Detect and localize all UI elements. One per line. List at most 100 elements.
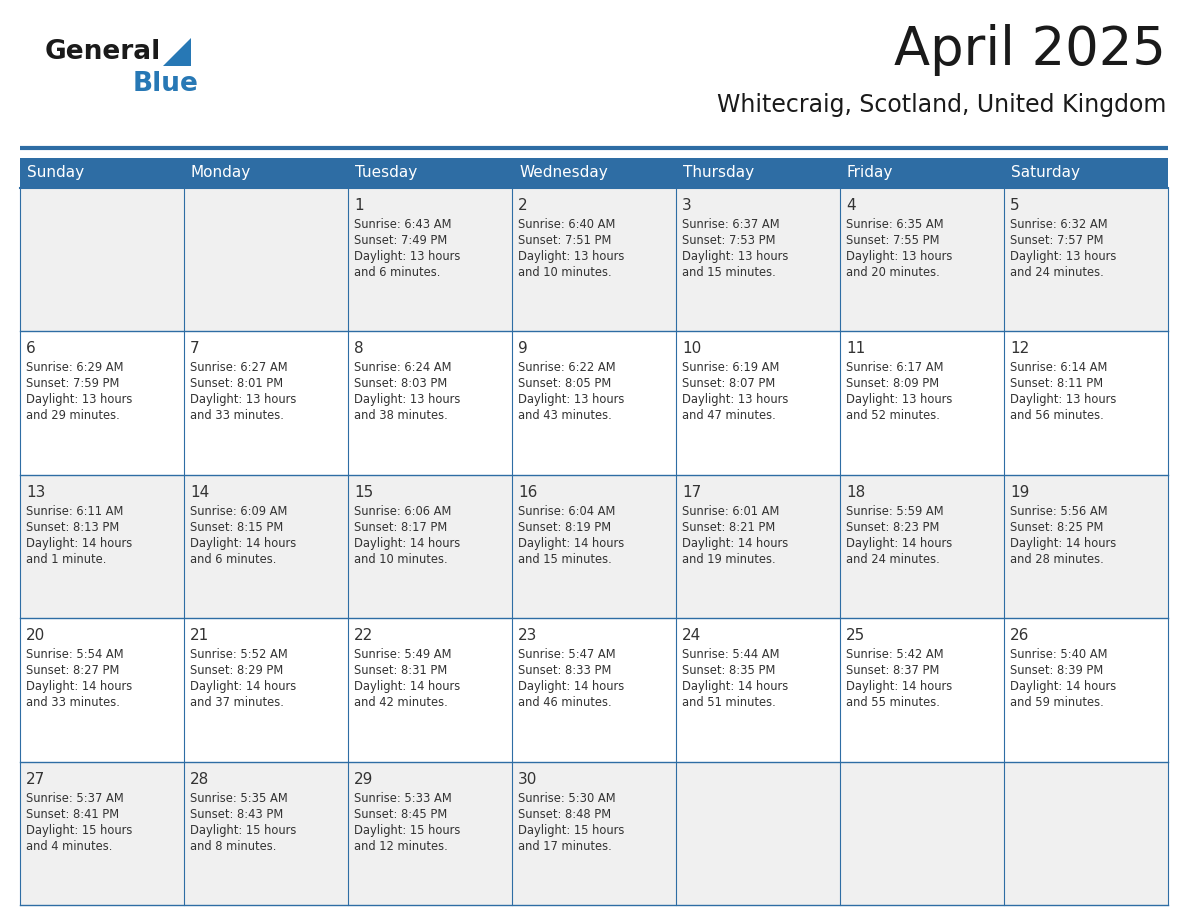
Text: Sunrise: 5:30 AM: Sunrise: 5:30 AM: [518, 791, 615, 804]
Text: Sunset: 8:43 PM: Sunset: 8:43 PM: [190, 808, 283, 821]
Text: 20: 20: [26, 628, 45, 644]
Text: 21: 21: [190, 628, 209, 644]
Text: Daylight: 14 hours: Daylight: 14 hours: [1010, 680, 1117, 693]
Text: Sunset: 8:23 PM: Sunset: 8:23 PM: [846, 521, 940, 533]
Text: Sunset: 8:21 PM: Sunset: 8:21 PM: [682, 521, 776, 533]
Text: Daylight: 14 hours: Daylight: 14 hours: [190, 680, 296, 693]
Text: 6: 6: [26, 341, 36, 356]
Text: Daylight: 14 hours: Daylight: 14 hours: [26, 680, 132, 693]
Text: Daylight: 13 hours: Daylight: 13 hours: [518, 394, 625, 407]
Text: Daylight: 13 hours: Daylight: 13 hours: [354, 394, 461, 407]
Text: Sunrise: 6:24 AM: Sunrise: 6:24 AM: [354, 362, 451, 375]
Text: Sunset: 8:35 PM: Sunset: 8:35 PM: [682, 665, 776, 677]
Text: Thursday: Thursday: [683, 165, 754, 181]
Text: Sunrise: 5:52 AM: Sunrise: 5:52 AM: [190, 648, 287, 661]
Text: Sunrise: 5:37 AM: Sunrise: 5:37 AM: [26, 791, 124, 804]
Text: Daylight: 13 hours: Daylight: 13 hours: [682, 394, 789, 407]
Text: Daylight: 15 hours: Daylight: 15 hours: [518, 823, 625, 836]
Text: Sunrise: 5:44 AM: Sunrise: 5:44 AM: [682, 648, 779, 661]
Text: Sunset: 8:27 PM: Sunset: 8:27 PM: [26, 665, 119, 677]
Text: 29: 29: [354, 772, 373, 787]
Text: Sunrise: 5:54 AM: Sunrise: 5:54 AM: [26, 648, 124, 661]
Text: Sunset: 8:11 PM: Sunset: 8:11 PM: [1010, 377, 1104, 390]
Text: and 59 minutes.: and 59 minutes.: [1010, 696, 1104, 710]
Text: Daylight: 13 hours: Daylight: 13 hours: [682, 250, 789, 263]
Text: Daylight: 14 hours: Daylight: 14 hours: [1010, 537, 1117, 550]
Text: and 33 minutes.: and 33 minutes.: [26, 696, 120, 710]
Text: and 12 minutes.: and 12 minutes.: [354, 840, 448, 853]
Text: Sunrise: 5:40 AM: Sunrise: 5:40 AM: [1010, 648, 1107, 661]
Text: Daylight: 14 hours: Daylight: 14 hours: [354, 680, 460, 693]
Text: 15: 15: [354, 485, 373, 499]
Text: 25: 25: [846, 628, 865, 644]
Bar: [20, 158, 1168, 188]
Bar: [20, 188, 1168, 331]
Text: Sunrise: 5:35 AM: Sunrise: 5:35 AM: [190, 791, 287, 804]
Text: Sunset: 8:15 PM: Sunset: 8:15 PM: [190, 521, 283, 533]
Text: Daylight: 14 hours: Daylight: 14 hours: [518, 537, 624, 550]
Text: Sunset: 7:55 PM: Sunset: 7:55 PM: [846, 234, 940, 247]
Text: and 42 minutes.: and 42 minutes.: [354, 696, 448, 710]
Text: Daylight: 13 hours: Daylight: 13 hours: [1010, 394, 1117, 407]
Text: 13: 13: [26, 485, 45, 499]
Text: and 17 minutes.: and 17 minutes.: [518, 840, 612, 853]
Text: 24: 24: [682, 628, 701, 644]
Text: Daylight: 14 hours: Daylight: 14 hours: [190, 537, 296, 550]
Text: Tuesday: Tuesday: [355, 165, 417, 181]
Text: Sunset: 8:31 PM: Sunset: 8:31 PM: [354, 665, 447, 677]
Bar: [20, 331, 1168, 475]
Text: Sunrise: 6:32 AM: Sunrise: 6:32 AM: [1010, 218, 1107, 231]
Text: Sunrise: 5:49 AM: Sunrise: 5:49 AM: [354, 648, 451, 661]
Text: Sunrise: 5:33 AM: Sunrise: 5:33 AM: [354, 791, 451, 804]
Text: 10: 10: [682, 341, 701, 356]
Text: 4: 4: [846, 198, 855, 213]
Text: Sunrise: 6:22 AM: Sunrise: 6:22 AM: [518, 362, 615, 375]
Text: Sunrise: 6:35 AM: Sunrise: 6:35 AM: [846, 218, 943, 231]
Text: and 29 minutes.: and 29 minutes.: [26, 409, 120, 422]
Text: Daylight: 13 hours: Daylight: 13 hours: [354, 250, 461, 263]
Text: Sunset: 8:48 PM: Sunset: 8:48 PM: [518, 808, 611, 821]
Text: 7: 7: [190, 341, 200, 356]
Text: Sunrise: 6:14 AM: Sunrise: 6:14 AM: [1010, 362, 1107, 375]
Text: Daylight: 13 hours: Daylight: 13 hours: [518, 250, 625, 263]
Text: General: General: [45, 39, 162, 65]
Text: Daylight: 14 hours: Daylight: 14 hours: [682, 537, 789, 550]
Text: and 15 minutes.: and 15 minutes.: [518, 553, 612, 565]
Text: and 38 minutes.: and 38 minutes.: [354, 409, 448, 422]
Text: Daylight: 14 hours: Daylight: 14 hours: [518, 680, 624, 693]
Text: Daylight: 14 hours: Daylight: 14 hours: [682, 680, 789, 693]
Text: Sunrise: 6:17 AM: Sunrise: 6:17 AM: [846, 362, 943, 375]
Text: and 20 minutes.: and 20 minutes.: [846, 266, 940, 279]
Text: and 6 minutes.: and 6 minutes.: [190, 553, 277, 565]
Text: Sunrise: 6:43 AM: Sunrise: 6:43 AM: [354, 218, 451, 231]
Text: Sunset: 8:41 PM: Sunset: 8:41 PM: [26, 808, 119, 821]
Text: 11: 11: [846, 341, 865, 356]
Text: Sunrise: 6:01 AM: Sunrise: 6:01 AM: [682, 505, 779, 518]
Text: Sunrise: 6:40 AM: Sunrise: 6:40 AM: [518, 218, 615, 231]
Text: and 51 minutes.: and 51 minutes.: [682, 696, 776, 710]
Text: Sunrise: 6:11 AM: Sunrise: 6:11 AM: [26, 505, 124, 518]
Text: Sunset: 8:39 PM: Sunset: 8:39 PM: [1010, 665, 1104, 677]
Text: Sunset: 7:59 PM: Sunset: 7:59 PM: [26, 377, 119, 390]
Text: Daylight: 13 hours: Daylight: 13 hours: [1010, 250, 1117, 263]
Text: 18: 18: [846, 485, 865, 499]
Text: Sunrise: 5:42 AM: Sunrise: 5:42 AM: [846, 648, 943, 661]
Text: 16: 16: [518, 485, 537, 499]
Text: Daylight: 14 hours: Daylight: 14 hours: [846, 680, 953, 693]
Text: Sunset: 8:03 PM: Sunset: 8:03 PM: [354, 377, 447, 390]
Text: and 10 minutes.: and 10 minutes.: [354, 553, 448, 565]
Text: 8: 8: [354, 341, 364, 356]
Text: April 2025: April 2025: [895, 24, 1165, 76]
Text: Sunset: 8:33 PM: Sunset: 8:33 PM: [518, 665, 612, 677]
Text: Sunrise: 6:37 AM: Sunrise: 6:37 AM: [682, 218, 779, 231]
Text: Sunrise: 5:47 AM: Sunrise: 5:47 AM: [518, 648, 615, 661]
Text: Saturday: Saturday: [1011, 165, 1080, 181]
Text: Daylight: 15 hours: Daylight: 15 hours: [354, 823, 461, 836]
Text: and 6 minutes.: and 6 minutes.: [354, 266, 441, 279]
Text: Sunrise: 6:27 AM: Sunrise: 6:27 AM: [190, 362, 287, 375]
Text: Daylight: 15 hours: Daylight: 15 hours: [26, 823, 132, 836]
Text: Sunset: 7:57 PM: Sunset: 7:57 PM: [1010, 234, 1104, 247]
Text: and 46 minutes.: and 46 minutes.: [518, 696, 612, 710]
Text: 2: 2: [518, 198, 527, 213]
Text: Sunrise: 5:56 AM: Sunrise: 5:56 AM: [1010, 505, 1107, 518]
